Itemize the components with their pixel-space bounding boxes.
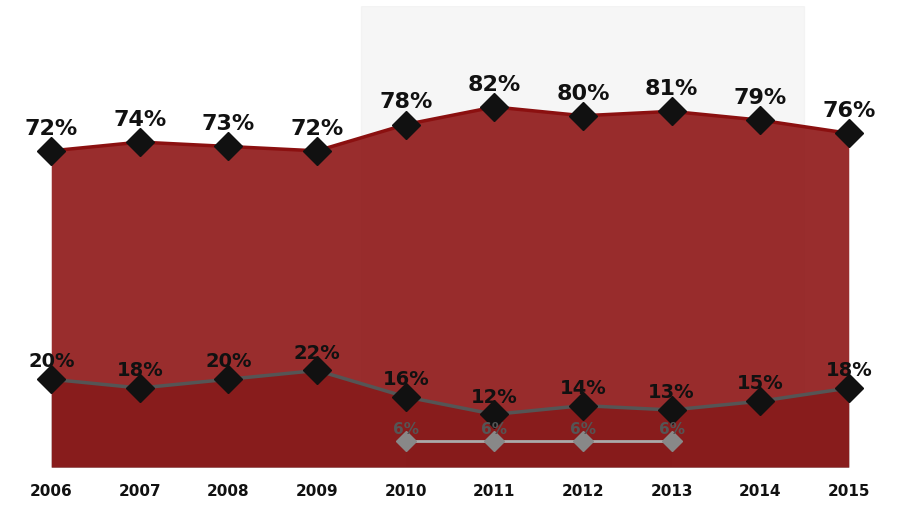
Text: 74%: 74% — [113, 110, 166, 130]
Text: 76%: 76% — [822, 101, 876, 121]
Text: 6%: 6% — [659, 422, 685, 436]
Text: 72%: 72% — [291, 119, 344, 138]
Bar — [362, 7, 805, 467]
Text: 13%: 13% — [648, 382, 695, 401]
Text: 14%: 14% — [560, 378, 607, 397]
Text: 72%: 72% — [24, 119, 78, 138]
Text: 81%: 81% — [644, 79, 698, 99]
Text: 18%: 18% — [116, 361, 163, 379]
Text: 15%: 15% — [737, 374, 784, 393]
Text: 73%: 73% — [202, 114, 255, 134]
Text: 78%: 78% — [379, 92, 432, 112]
Text: 79%: 79% — [734, 88, 787, 108]
Text: 20%: 20% — [205, 352, 252, 371]
Text: 80%: 80% — [556, 83, 609, 104]
Text: 22%: 22% — [293, 343, 340, 362]
Text: 16%: 16% — [382, 369, 429, 388]
Text: 6%: 6% — [482, 422, 508, 436]
Text: 6%: 6% — [570, 422, 596, 436]
Text: 6%: 6% — [392, 422, 418, 436]
Text: 12%: 12% — [471, 387, 518, 406]
Text: 20%: 20% — [28, 352, 75, 371]
Text: 18%: 18% — [825, 361, 872, 379]
Text: 82%: 82% — [468, 75, 521, 94]
